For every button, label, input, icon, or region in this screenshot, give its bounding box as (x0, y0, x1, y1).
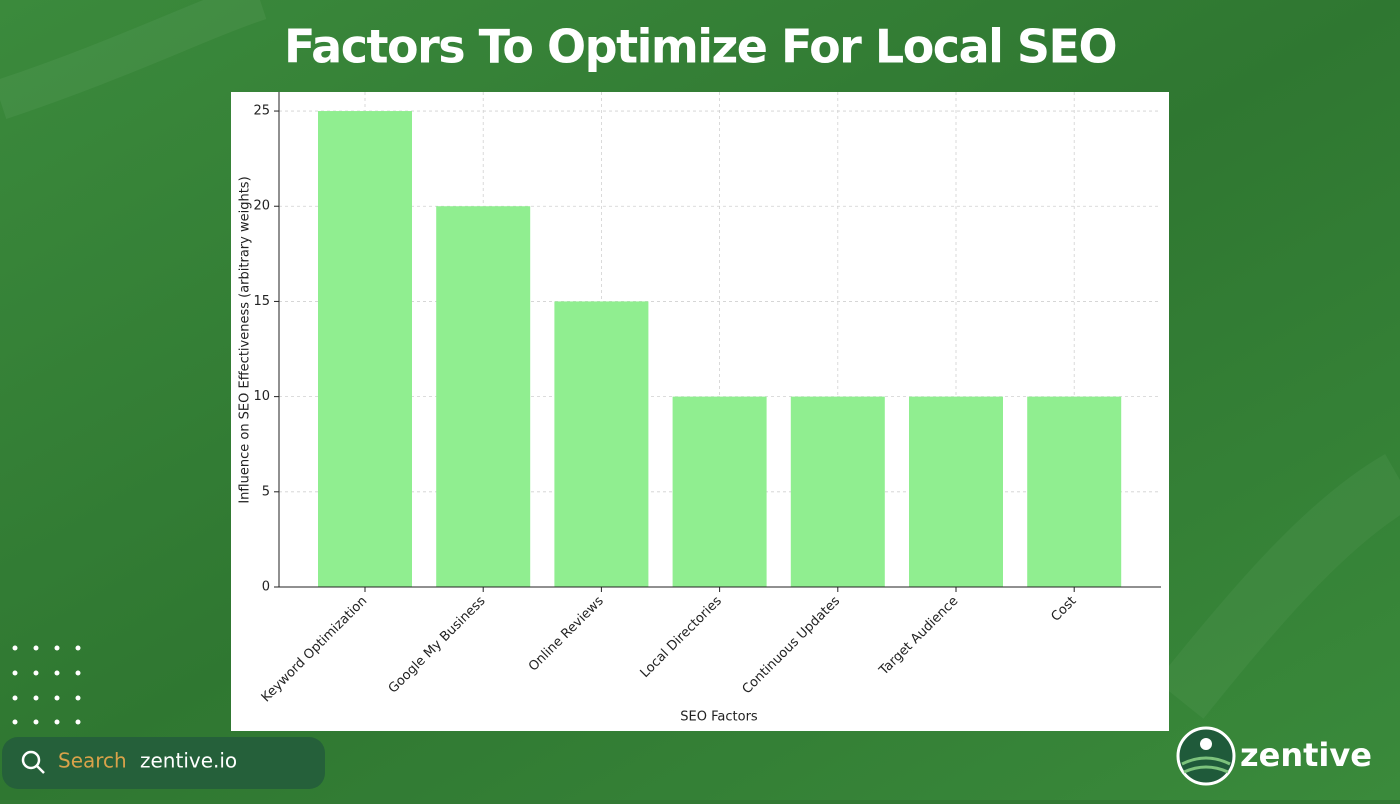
y-tick-label: 25 (253, 104, 270, 119)
y-tick-label: 5 (262, 484, 270, 499)
search-label: Search (58, 749, 127, 773)
search-box[interactable] (2, 737, 325, 789)
bar (672, 396, 767, 587)
bar (1027, 396, 1122, 587)
y-tick-label: 15 (253, 294, 270, 309)
decor-dots (12, 645, 81, 725)
search-icon (36, 765, 45, 774)
search-icon (21, 750, 41, 770)
bar (909, 396, 1003, 587)
decor-wave (0, 0, 267, 119)
y-tick-label: 20 (253, 199, 270, 214)
brand-logo (1176, 726, 1236, 786)
bar (436, 206, 531, 587)
brand-logo (1200, 738, 1212, 750)
x-axis-label: SEO Factors (680, 710, 758, 725)
bar (554, 301, 649, 587)
brand-logo (1181, 756, 1231, 774)
bar (318, 111, 412, 588)
y-tick-label: 0 (262, 580, 270, 595)
search-text: zentive.io (140, 749, 237, 773)
bar (790, 396, 885, 587)
y-tick-label: 10 (253, 389, 270, 404)
y-axis-label: Influence on SEO Effectiveness (arbitrar… (238, 176, 253, 503)
chart-title: Factors To Optimize For Local SEO (284, 20, 1116, 74)
decor-wave (1156, 453, 1400, 719)
brand-name: zentive (1240, 736, 1372, 774)
